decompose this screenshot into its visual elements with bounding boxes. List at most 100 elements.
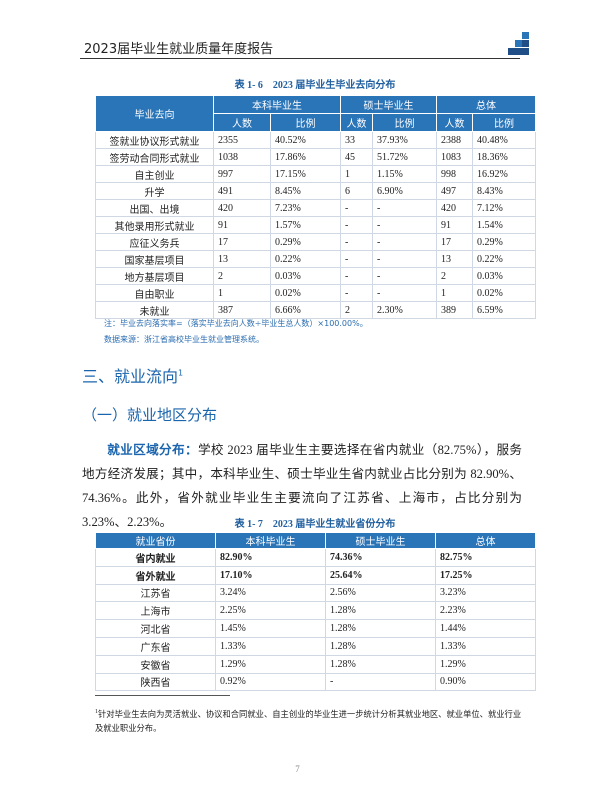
paragraph: 就业区域分布：学校 2023 届毕业生主要选择在省内就业（82.75%），服务地… <box>82 438 522 534</box>
table-cell: 2.25% <box>215 601 326 621</box>
table-cell: 2.23% <box>435 601 536 621</box>
table-cell: 自主创业 <box>95 165 214 183</box>
table-cell: 升学 <box>95 182 214 200</box>
table-cell: 0.22% <box>472 250 536 268</box>
table-row: 未就业 387 6.66% 2 2.30% 389 6.59% <box>95 301 536 319</box>
table-cell: 491 <box>213 182 271 200</box>
table-cell: 2355 <box>213 131 271 149</box>
paragraph-lead: 就业区域分布： <box>107 443 198 457</box>
header-cell: 总体 <box>435 532 536 549</box>
destination-table: 毕业去向 本科毕业生 硕士毕业生 总体 人数 比例 人数 比例 人数 比例 签就业协议形式就业 235… <box>95 95 536 319</box>
table-caption: 表 1- 7 2023 届毕业生就业省份分布 <box>234 519 396 530</box>
table-cell: - <box>340 267 373 285</box>
table-cell: 13 <box>213 250 271 268</box>
header-row: 毕业去向 本科毕业生 硕士毕业生 总体 <box>95 95 536 132</box>
table-cell: 74.36% <box>325 548 436 567</box>
table-cell: 0.02% <box>270 284 341 302</box>
table-cell: 33 <box>340 131 373 149</box>
table-cell: 91 <box>213 216 271 234</box>
subheader-cell: 人数 <box>213 113 271 132</box>
table-cell: 82.75% <box>435 548 536 567</box>
header-cell: 硕士毕业生 <box>325 532 436 549</box>
table-cell: 1.15% <box>372 165 437 183</box>
section-title: 三、就业流向1 <box>82 363 183 387</box>
table-cell: 江苏省 <box>95 583 216 603</box>
table-cell: 2.30% <box>372 301 437 319</box>
table-caption: 表 1- 6 2023 届毕业生毕业去向分布 <box>234 80 396 91</box>
table-cell: 1.28% <box>325 654 436 674</box>
table-cell: 17 <box>213 233 271 251</box>
header-cell: 本科毕业生 <box>215 532 326 549</box>
table-cell: 1.44% <box>435 619 536 638</box>
footnote: 1针对毕业生去向为灵活就业、协议和合同就业、自主创业的毕业生进一步统计分析其就业… <box>95 705 525 736</box>
table-row: 江苏省 3.24% 2.56% 3.23% <box>95 583 536 603</box>
table-row: 出国、出境 420 7.23% - -420 7.12% <box>95 199 536 217</box>
table-cell: 497 <box>436 182 473 200</box>
section-text: 三、就业流向 <box>82 367 179 386</box>
table-note: 数据来源：浙江省高校毕业生就业管理系统。 <box>104 335 264 344</box>
table-cell: 0.29% <box>270 233 341 251</box>
table-row: 陕西省 0.92% -0.90% <box>95 672 536 692</box>
table-cell: 997 <box>213 165 271 183</box>
table-cell: 6.66% <box>270 301 341 319</box>
table-cell: 签劳动合同形式就业 <box>95 148 214 166</box>
table-cell: - <box>340 216 373 234</box>
table-cell: 0.02% <box>472 284 536 302</box>
table-cell: 1.33% <box>215 636 326 656</box>
table-cell: - <box>372 233 437 251</box>
table-cell: 2 <box>213 267 271 285</box>
page-number: 7 <box>295 764 300 774</box>
paragraph-text: 学校 2023 届毕业生主要选择在省内就业（82.75%），服务地方经济发展；其… <box>82 443 523 529</box>
table-cell: 6 <box>340 182 373 200</box>
footnote-text: 针对毕业生去向为灵活就业、协议和合同就业、自主创业的毕业生进一步统计分析其就业地… <box>95 709 522 733</box>
table-cell: 国家基层项目 <box>95 250 214 268</box>
table-cell: 签就业协议形式就业 <box>95 131 214 149</box>
table-cell: 37.93% <box>372 131 437 149</box>
header-cell: 本科毕业生 <box>213 95 341 114</box>
footnote-mark: 1 <box>95 709 98 715</box>
table-cell: 17.86% <box>270 148 341 166</box>
table-cell: 0.03% <box>270 267 341 285</box>
subheader-cell: 比例 <box>372 113 437 132</box>
table-row: 国家基层项目 13 0.22% - -13 0.22% <box>95 250 536 268</box>
table-cell: - <box>325 672 436 692</box>
table-cell: 1038 <box>213 148 271 166</box>
table-cell: 17 <box>436 233 473 251</box>
header-cell: 毕业去向 <box>95 95 214 132</box>
table-row: 省外就业 17.10% 25.64% 17.25% <box>95 565 536 585</box>
table-cell: - <box>372 216 437 234</box>
table-row: 省内就业 82.90% 74.36% 82.75% <box>95 548 536 567</box>
table-cell: 3.24% <box>215 583 326 603</box>
table-cell: 0.29% <box>472 233 536 251</box>
table-cell: - <box>340 284 373 302</box>
subheader-cell: 人数 <box>436 113 473 132</box>
table-cell: 0.92% <box>215 672 326 692</box>
table-cell: 省内就业 <box>95 548 216 567</box>
table-row: 上海市 2.25% 1.28% 2.23% <box>95 601 536 621</box>
table-cell: 2388 <box>436 131 473 149</box>
table-cell: 7.12% <box>472 199 536 217</box>
table-cell: 安徽省 <box>95 654 216 674</box>
header-title: 2023届毕业生就业质量年度报告 <box>84 42 274 57</box>
table-cell: 应征义务兵 <box>95 233 214 251</box>
table-cell: 0.22% <box>270 250 341 268</box>
province-table: 就业省份 本科毕业生 硕士毕业生 总体 省内就业 82.90% 74.36% 82.75% 省外… <box>95 532 536 692</box>
table-cell: 陕西省 <box>95 672 216 692</box>
table-cell: 2.56% <box>325 583 436 603</box>
subheader-cell: 人数 <box>340 113 373 132</box>
table-cell: 0.90% <box>435 672 536 692</box>
table-cell: - <box>372 199 437 217</box>
table-cell: 1.57% <box>270 216 341 234</box>
table-cell: 998 <box>436 165 473 183</box>
table-cell: 自由职业 <box>95 284 214 302</box>
subsection-title: （一）就业地区分布 <box>82 406 218 424</box>
table-row: 签就业协议形式就业 2355 40.52% 33 37.93% 2388 40.48% <box>95 131 536 149</box>
table-cell: 420 <box>436 199 473 217</box>
table-cell: - <box>372 267 437 285</box>
table-cell: 387 <box>213 301 271 319</box>
table-cell: 1.29% <box>435 654 536 674</box>
subheader-cell: 比例 <box>270 113 341 132</box>
table-cell: - <box>372 250 437 268</box>
table-cell: 1.28% <box>325 636 436 656</box>
table-cell: 16.92% <box>472 165 536 183</box>
